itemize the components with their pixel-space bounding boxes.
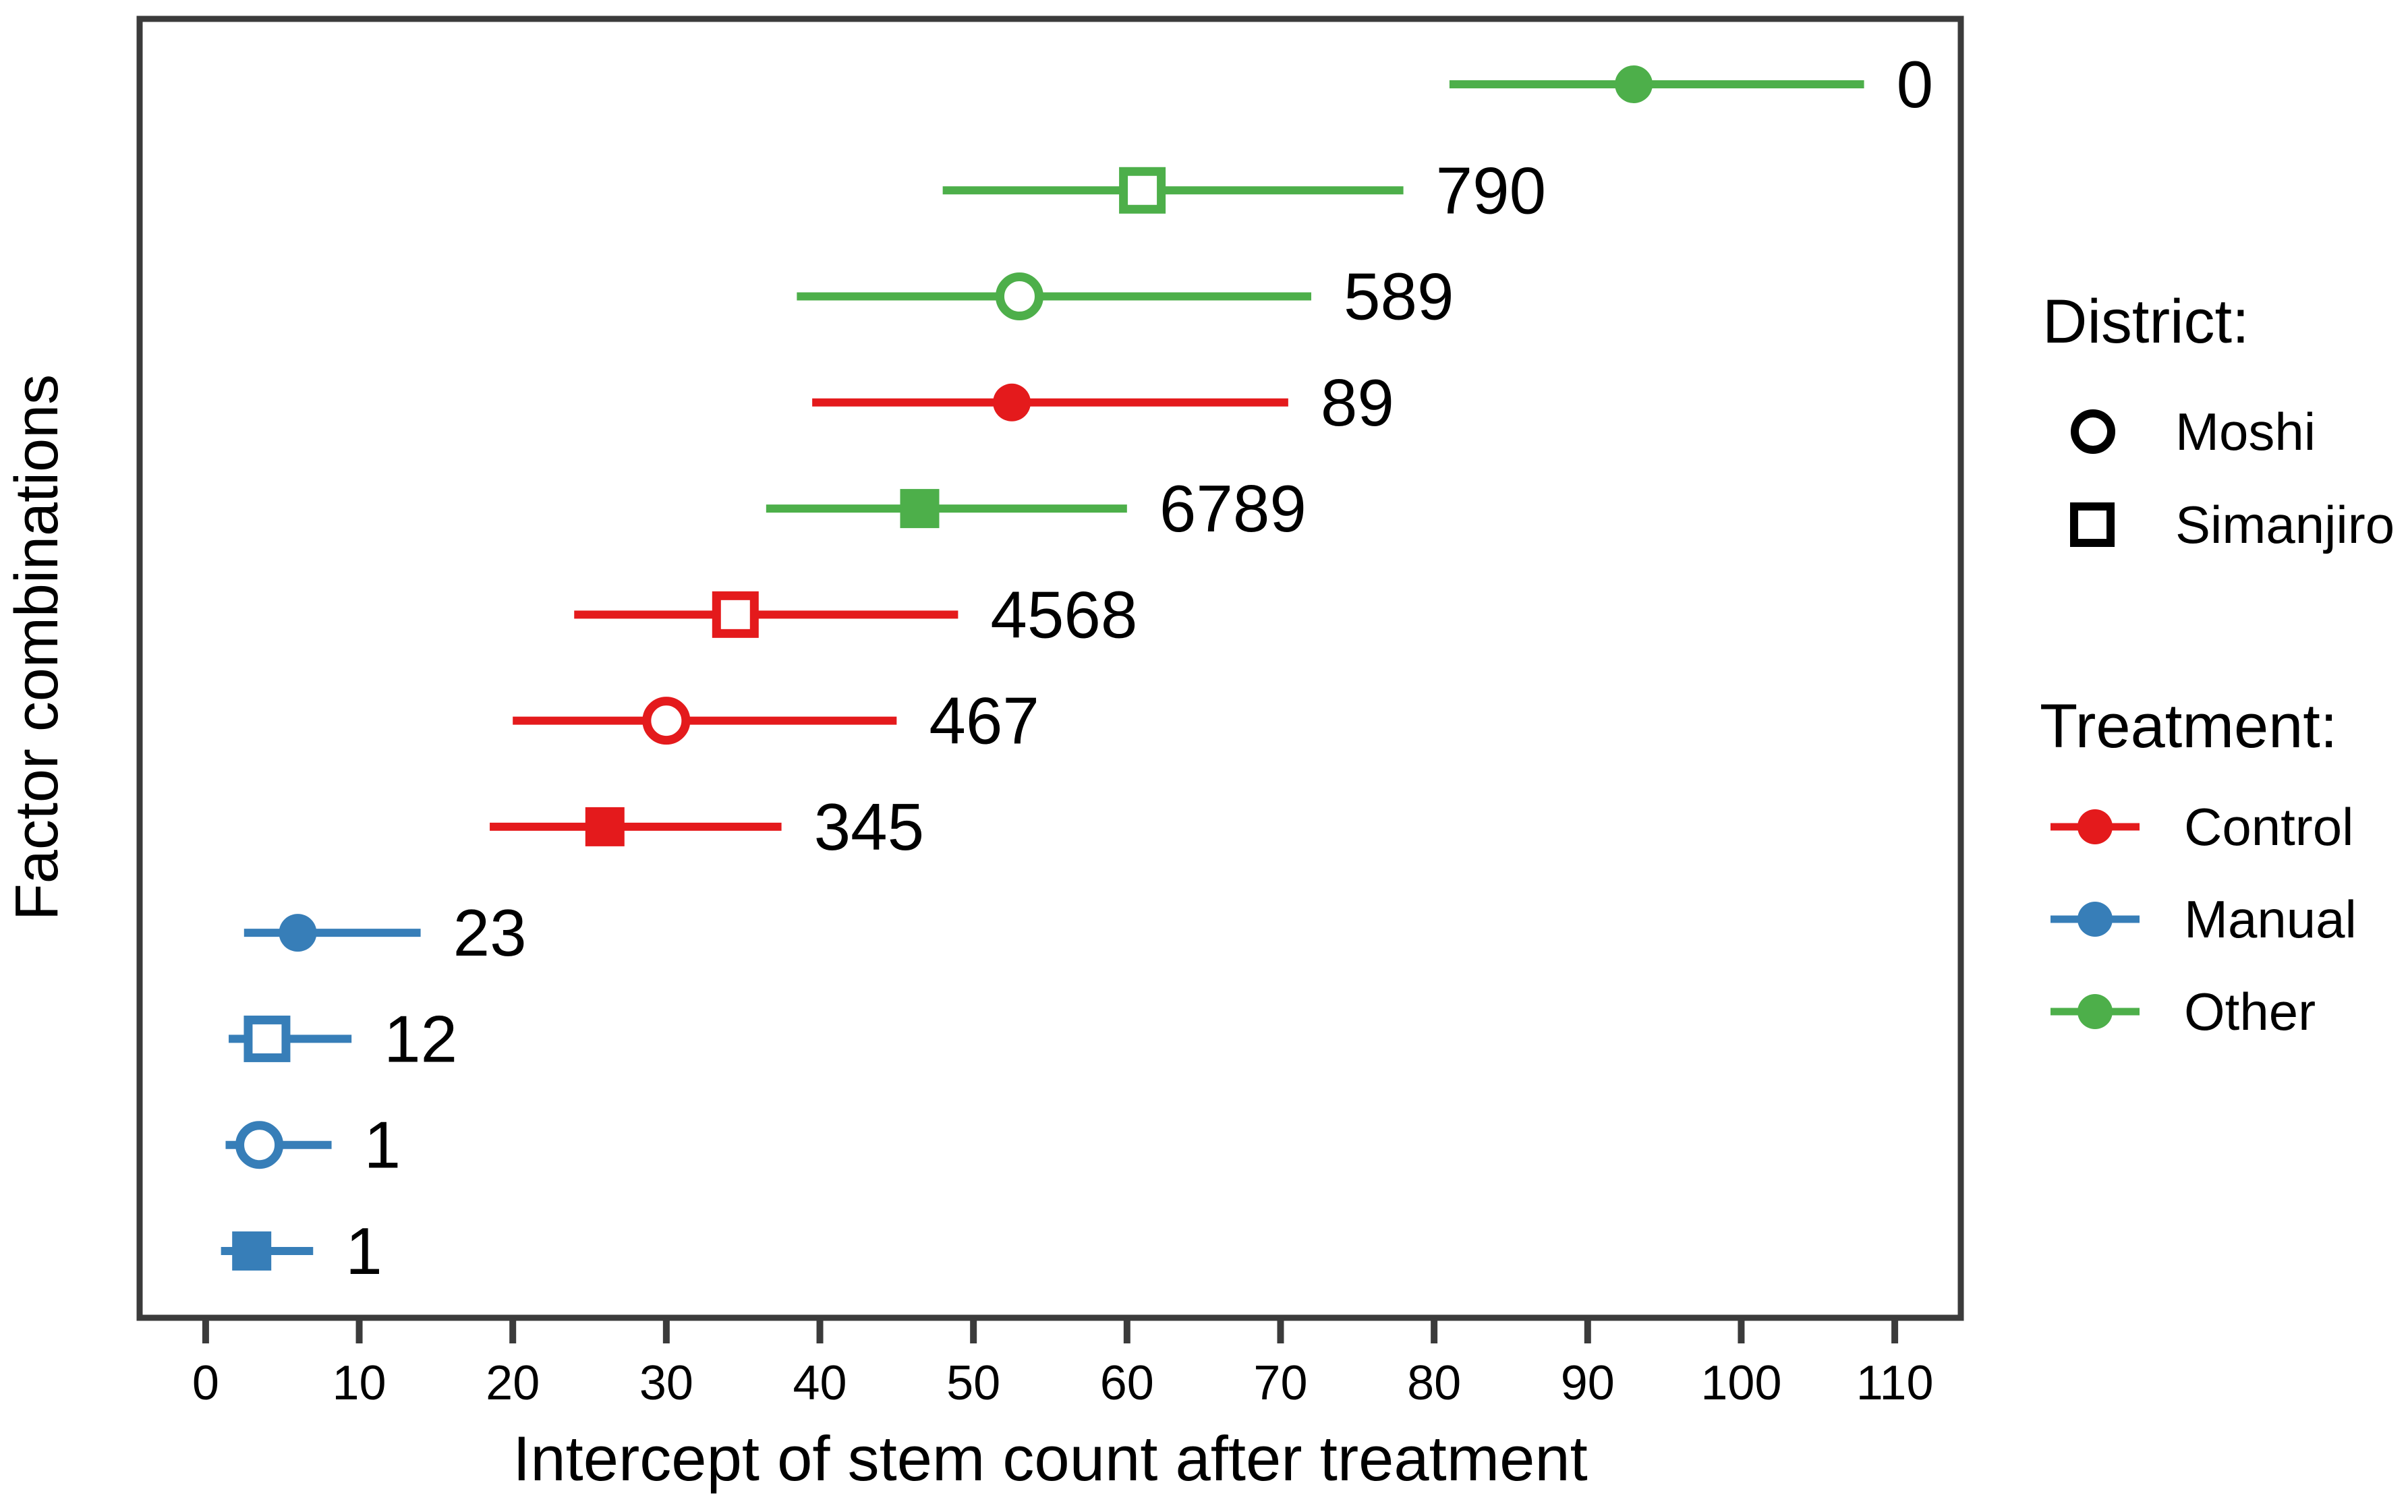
moshi-open-circle-icon bbox=[2071, 409, 2115, 454]
plot-frame bbox=[136, 16, 1964, 1321]
row-label: 4568 bbox=[990, 577, 1137, 651]
row-label: 23 bbox=[453, 896, 527, 970]
plot-row: 345 bbox=[490, 790, 924, 864]
x-tick-label: 10 bbox=[333, 1356, 386, 1410]
control-key-dot-icon bbox=[2077, 809, 2113, 844]
x-tick-label: 40 bbox=[793, 1356, 847, 1410]
plot-row: 4568 bbox=[574, 577, 1137, 651]
manual-key-dot-icon bbox=[2077, 902, 2113, 937]
point-marker-open-circle bbox=[235, 1121, 284, 1169]
point-marker-open-circle bbox=[642, 697, 691, 745]
row-label: 345 bbox=[814, 790, 925, 864]
point-marker-filled-square bbox=[232, 1231, 272, 1271]
x-tick-label: 0 bbox=[192, 1356, 219, 1410]
plot-row: 12 bbox=[229, 1001, 457, 1076]
row-label: 1 bbox=[345, 1214, 382, 1288]
district-legend: District: Moshi Simanjiro bbox=[2042, 287, 2395, 554]
plot-row: 1 bbox=[225, 1108, 401, 1182]
row-label: 89 bbox=[1321, 366, 1394, 440]
district-legend-title: District: bbox=[2042, 287, 2249, 356]
point-marker-filled-circle bbox=[993, 383, 1031, 421]
x-tick-label: 110 bbox=[1856, 1356, 1934, 1410]
row-label: 589 bbox=[1344, 260, 1454, 334]
plot-row: 790 bbox=[942, 153, 1547, 227]
y-axis-title: Factor combinations bbox=[3, 374, 71, 921]
x-tick-label: 30 bbox=[639, 1356, 693, 1410]
point-marker-open-square bbox=[1119, 167, 1166, 214]
treatment-legend-item-control: Control bbox=[2184, 797, 2353, 856]
x-tick-label: 80 bbox=[1407, 1356, 1461, 1410]
row-label: 12 bbox=[384, 1001, 457, 1076]
point-marker-filled-circle bbox=[1615, 65, 1653, 103]
point-marker-open-square bbox=[712, 591, 759, 638]
other-key-dot-icon bbox=[2077, 994, 2113, 1029]
plot-row: 0 bbox=[1449, 47, 1934, 121]
plot-row: 6789 bbox=[766, 471, 1307, 546]
row-label: 0 bbox=[1897, 47, 1934, 121]
row-label: 790 bbox=[1436, 153, 1547, 227]
x-tick-label: 60 bbox=[1100, 1356, 1154, 1410]
plot-row: 89 bbox=[812, 366, 1394, 440]
x-tick-label: 70 bbox=[1253, 1356, 1307, 1410]
x-axis: 0 10 20 30 40 50 60 70 80 90 100 110 bbox=[192, 1319, 1934, 1410]
point-marker-filled-square bbox=[900, 489, 940, 529]
treatment-legend-item-manual: Manual bbox=[2184, 890, 2357, 949]
row-label: 467 bbox=[929, 684, 1039, 758]
x-tick-label: 20 bbox=[486, 1356, 540, 1410]
plot-row: 589 bbox=[797, 260, 1454, 334]
treatment-legend: Treatment: Control Manual Other bbox=[2040, 692, 2357, 1041]
point-marker-filled-square bbox=[585, 807, 625, 846]
point-marker-open-square bbox=[243, 1015, 291, 1062]
plot-row: 23 bbox=[243, 896, 527, 970]
plot-row: 1 bbox=[221, 1214, 382, 1288]
district-legend-item-moshi: Moshi bbox=[2175, 402, 2316, 461]
point-marker-filled-circle bbox=[279, 914, 317, 952]
treatment-legend-item-other: Other bbox=[2184, 982, 2316, 1041]
x-tick-label: 100 bbox=[1700, 1356, 1781, 1410]
treatment-legend-title: Treatment: bbox=[2040, 692, 2337, 761]
plot-row: 467 bbox=[513, 684, 1039, 758]
row-label: 1 bbox=[364, 1108, 401, 1182]
x-tick-label: 90 bbox=[1561, 1356, 1615, 1410]
row-label: 6789 bbox=[1159, 471, 1307, 546]
x-axis-title: Intercept of stem count after treatment bbox=[513, 1423, 1588, 1494]
point-marker-open-circle bbox=[995, 272, 1043, 321]
x-tick-label: 50 bbox=[946, 1356, 1000, 1410]
simanjiro-open-square-icon bbox=[2070, 502, 2115, 547]
district-legend-item-simanjiro: Simanjiro bbox=[2175, 495, 2395, 554]
